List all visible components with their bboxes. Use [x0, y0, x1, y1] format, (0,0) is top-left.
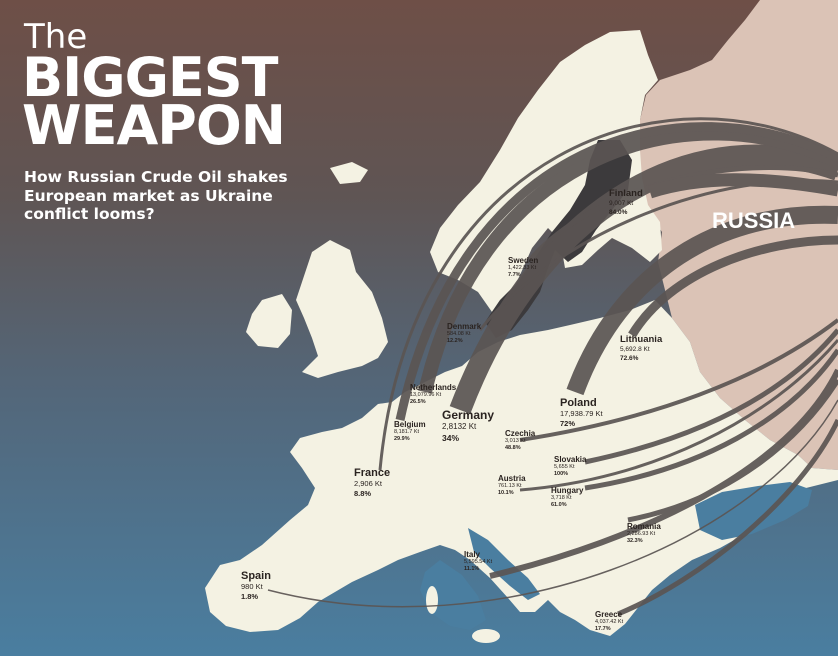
country-label-romania: Romania 2,286.93 Kt 32.3% — [627, 522, 661, 545]
subtitle: How Russian Crude Oil shakes European ma… — [24, 168, 288, 223]
flow-arc-greece — [617, 418, 838, 617]
country-name: Sweden — [508, 256, 539, 265]
flow-arc-lithuania — [628, 235, 838, 338]
flow-arc-czechia — [519, 318, 838, 442]
country-label-netherlands: Netherlands 13,079.96 Kt 26.5% — [410, 383, 456, 406]
country-amount: 980 Kt — [241, 582, 263, 591]
country-share: 12.2% — [447, 338, 463, 344]
country-label-greece: Greece 4,037.42 Kt 17.7% — [595, 610, 623, 633]
country-name: Netherlands — [410, 383, 457, 392]
sicily-land — [472, 629, 500, 643]
country-name: Lithuania — [620, 334, 663, 345]
oil-flow-arcs — [267, 117, 838, 617]
country-amount: 2,286.93 Kt — [627, 531, 656, 537]
tyrrhenian-sea — [420, 560, 486, 630]
flow-arc-france — [378, 117, 838, 471]
country-label-hungary: Hungary 3,718 Kt 61.0% — [551, 486, 583, 509]
country-label-finland: Finland 9,007 Kt 84.0% — [609, 188, 643, 217]
flow-arc-finland — [648, 173, 838, 199]
country-amount: 2,906 Kt — [354, 479, 382, 488]
country-name: Germany — [442, 408, 495, 422]
country-name: Greece — [595, 610, 623, 619]
country-share: 1.8% — [241, 592, 259, 601]
country-share: 17.7% — [595, 626, 611, 632]
country-share: 10.1% — [498, 490, 514, 496]
flow-arc-poland — [566, 205, 838, 396]
country-label-lithuania: Lithuania 5,692.8 Kt 72.6% — [620, 334, 662, 363]
flow-arc-hungary — [584, 348, 838, 491]
title-line-1: The — [24, 17, 88, 57]
flow-arc-netherlands — [418, 126, 838, 394]
country-amount: 2,8132 Kt — [442, 422, 477, 431]
country-label-spain: Spain 980 Kt 1.8% — [241, 570, 271, 602]
country-amount: 8,181.7 Kt — [394, 429, 420, 435]
title-line-3: WEAPON — [22, 94, 286, 157]
flow-arc-italy — [489, 368, 838, 579]
country-name: Austria — [498, 474, 526, 483]
country-amount: 17,938.79 Kt — [560, 409, 603, 418]
country-name: Slovakia — [554, 455, 587, 464]
flow-arc-austria — [519, 339, 838, 492]
country-share: 32.3% — [627, 538, 643, 544]
country-name: Belgium — [394, 420, 426, 429]
country-amount: 9,007 Kt — [609, 200, 634, 207]
country-name: Denmark — [447, 322, 482, 331]
continental-europe-land — [205, 300, 838, 636]
sardinia-land — [426, 586, 438, 614]
country-share: 84.0% — [609, 209, 628, 216]
country-name: Italy — [464, 550, 481, 559]
flow-arc-spain — [267, 399, 838, 608]
flow-arc-slovakia — [584, 328, 838, 465]
country-share: 11.1% — [464, 566, 480, 572]
flow-arc-belgium — [395, 122, 838, 421]
country-share: 34% — [442, 433, 460, 443]
country-share: 8.8% — [354, 489, 372, 498]
country-share: 29.9% — [394, 436, 410, 442]
country-amount: 3,718 Kt — [551, 495, 572, 501]
country-label-sweden: Sweden 1,422.83 Kt 7.7% — [508, 256, 538, 279]
country-share: 48.8% — [505, 445, 521, 451]
country-name: Romania — [627, 522, 661, 531]
country-share: 100% — [554, 471, 569, 477]
country-amount: 5,595.54 Kt — [464, 559, 493, 565]
russia-label: RUSSIA — [712, 208, 796, 233]
great-britain-land — [296, 240, 388, 378]
country-name: Poland — [560, 397, 597, 409]
country-share: 72% — [560, 419, 576, 428]
country-amount: 5,692.8 Kt — [620, 346, 650, 353]
country-amount: 5,655 Kt — [554, 464, 575, 470]
country-label-slovakia: Slovakia 5,655 Kt 100% — [554, 455, 586, 478]
country-name: Spain — [241, 570, 271, 582]
country-label-poland: Poland 17,938.79 Kt 72% — [560, 397, 603, 429]
country-label-belgium: Belgium 8,181.7 Kt 29.9% — [394, 420, 426, 443]
iceland-land — [330, 162, 368, 184]
country-share: 26.5% — [410, 399, 426, 405]
country-name: Hungary — [551, 486, 584, 495]
adriatic-sea — [468, 528, 540, 600]
ireland-land — [246, 294, 292, 348]
country-share: 72.6% — [620, 355, 639, 362]
country-amount: 4,037.42 Kt — [595, 619, 624, 625]
country-label-austria: Austria 761.13 Kt 10.1% — [498, 474, 526, 497]
country-amount: 1,422.83 Kt — [508, 265, 537, 271]
country-label-germany: Germany 2,8132 Kt 34% — [442, 408, 494, 444]
country-share: 7.7% — [508, 272, 521, 278]
country-name: France — [354, 467, 391, 479]
country-label-denmark: Denmark 584.08 Kt 12.2% — [447, 322, 481, 345]
country-amount: 3,013 Kt — [505, 438, 526, 444]
country-share: 61.0% — [551, 502, 567, 508]
country-label-czechia: Czechia 3,013 Kt 48.8% — [505, 429, 535, 452]
country-label-italy: Italy 5,595.54 Kt 11.1% — [464, 550, 492, 573]
country-label-france: France 2,906 Kt 8.8% — [354, 467, 390, 499]
country-amount: 584.08 Kt — [447, 331, 471, 337]
title-line-2: BIGGEST — [22, 46, 279, 109]
country-amount: 13,079.96 Kt — [410, 392, 442, 398]
country-amount: 761.13 Kt — [498, 483, 522, 489]
country-name: Finland — [609, 188, 643, 199]
country-name: Czechia — [505, 429, 536, 438]
